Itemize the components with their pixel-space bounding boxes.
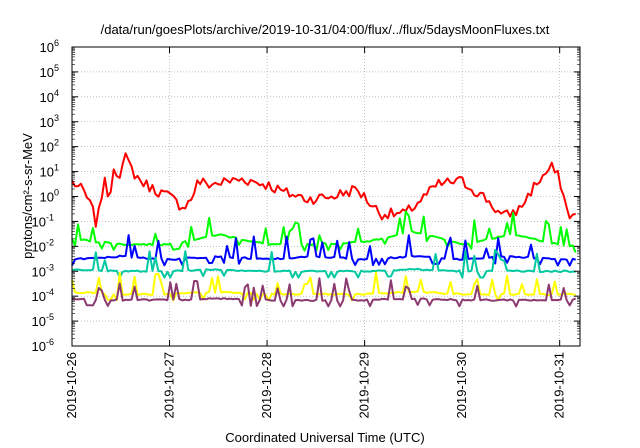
series-line	[72, 277, 577, 308]
x-tick-label: 2019-10-30	[454, 352, 469, 419]
x-tick-label: 2019-10-29	[357, 352, 372, 419]
x-tick-label: 2019-10-31	[552, 352, 567, 419]
x-axis-label: Coordinated Universal Time (UTC)	[225, 430, 424, 445]
y-axis-label: protons/cm²-s-sr-MeV	[20, 133, 35, 259]
series-layer	[71, 152, 577, 308]
x-tick-labels: 2019-10-26 2019-10-27 2019-10-28 2019-10-29…	[64, 352, 567, 419]
x-tick-label: 2019-10-27	[162, 352, 177, 419]
chart-title: /data/run/goesPlots/archive/2019-10-31/0…	[101, 22, 550, 37]
x-tick-label: 2019-10-26	[64, 352, 79, 419]
series-line	[71, 271, 576, 302]
series-line	[71, 248, 576, 279]
series-line	[71, 234, 576, 267]
series-line	[71, 210, 577, 253]
x-tick-label: 2019-10-28	[259, 352, 274, 419]
tick-marks	[71, 46, 580, 347]
series-line	[71, 152, 576, 228]
